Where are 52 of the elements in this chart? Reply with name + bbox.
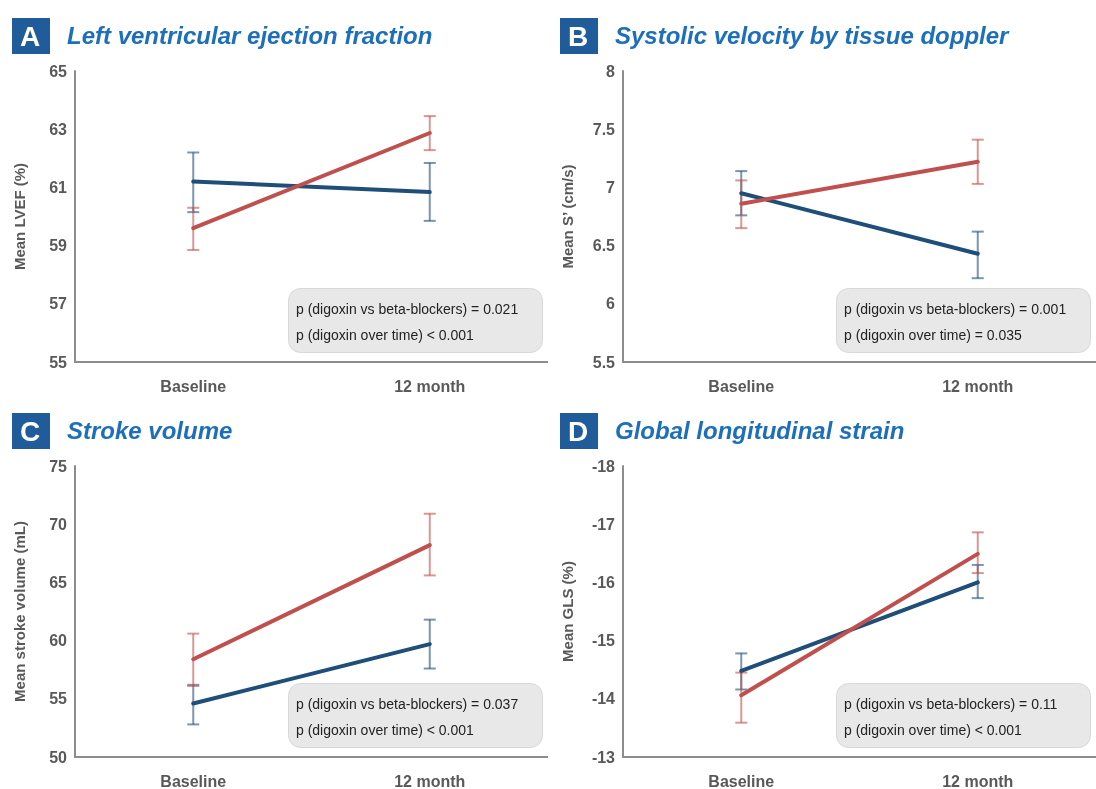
- y-tick-label: 8: [606, 62, 616, 80]
- y-tick-label: 61: [49, 178, 68, 196]
- x-tick-label: Baseline: [708, 772, 775, 789]
- x-tick-label: Baseline: [160, 377, 227, 395]
- y-tick-label: -14: [591, 689, 616, 707]
- x-tick-label: 12 month: [942, 377, 1014, 395]
- text: D: [568, 415, 589, 446]
- text: A: [20, 20, 41, 52]
- y-tick-label: 6: [606, 295, 616, 313]
- y-tick-label: 7.5: [592, 120, 616, 138]
- y-tick-label: -17: [591, 515, 616, 533]
- x-tick-label: 12 month: [394, 772, 466, 789]
- chart-title: Systolic velocity by tissue doppler: [615, 21, 1011, 49]
- chart-title: Global longitudinal strain: [615, 416, 905, 443]
- y-tick-label: -15: [591, 631, 616, 649]
- text: C: [20, 415, 41, 446]
- y-axis-title: Mean stroke volume (mL): [11, 520, 28, 702]
- y-tick-label: 75: [49, 457, 68, 474]
- y-tick-label: 6.5: [592, 237, 616, 255]
- y-tick-label: 55: [49, 689, 68, 707]
- y-tick-label: 59: [49, 237, 68, 255]
- y-axis-title: Mean GLS (%): [559, 560, 576, 662]
- y-tick-label: 55: [49, 353, 68, 371]
- y-axis-title: Mean S’ (cm/s): [559, 164, 576, 269]
- x-tick-label: 12 month: [942, 772, 1014, 789]
- annotation: p (digoxin vs beta-blockers) = 0.11: [844, 695, 1058, 712]
- y-tick-label: 70: [49, 515, 68, 533]
- y-tick-label: -18: [591, 457, 616, 474]
- y-tick-label: -13: [591, 748, 616, 765]
- y-tick-label: 57: [49, 295, 68, 313]
- annotation: p (digoxin vs beta-blockers) = 0.037: [296, 695, 519, 712]
- annotation: p (digoxin vs beta-blockers) = 0.001: [844, 301, 1067, 317]
- chart-title: Left ventricular ejection fraction: [67, 21, 433, 49]
- annotation: p (digoxin over time) < 0.001: [844, 721, 1023, 738]
- x-tick-label: Baseline: [708, 377, 775, 395]
- annotation: p (digoxin over time) = 0.035: [844, 327, 1023, 343]
- annotation: p (digoxin over time) < 0.001: [296, 721, 475, 738]
- y-tick-label: 60: [49, 631, 68, 649]
- y-tick-label: 63: [49, 120, 68, 138]
- x-tick-label: 12 month: [394, 377, 466, 395]
- y-tick-label: -16: [591, 573, 616, 591]
- chart-title: Stroke volume: [67, 416, 233, 443]
- y-tick-label: 65: [49, 62, 68, 80]
- y-tick-label: 7: [606, 178, 616, 196]
- y-tick-label: 50: [49, 748, 68, 765]
- y-tick-label: 65: [49, 573, 68, 591]
- annotation: p (digoxin vs beta-blockers) = 0.021: [296, 301, 519, 317]
- annotation: p (digoxin over time) < 0.001: [296, 327, 475, 343]
- y-tick-label: 5.5: [592, 353, 616, 371]
- text: B: [568, 20, 589, 52]
- x-tick-label: Baseline: [160, 772, 227, 789]
- y-axis-title: Mean LVEF (%): [11, 162, 28, 271]
